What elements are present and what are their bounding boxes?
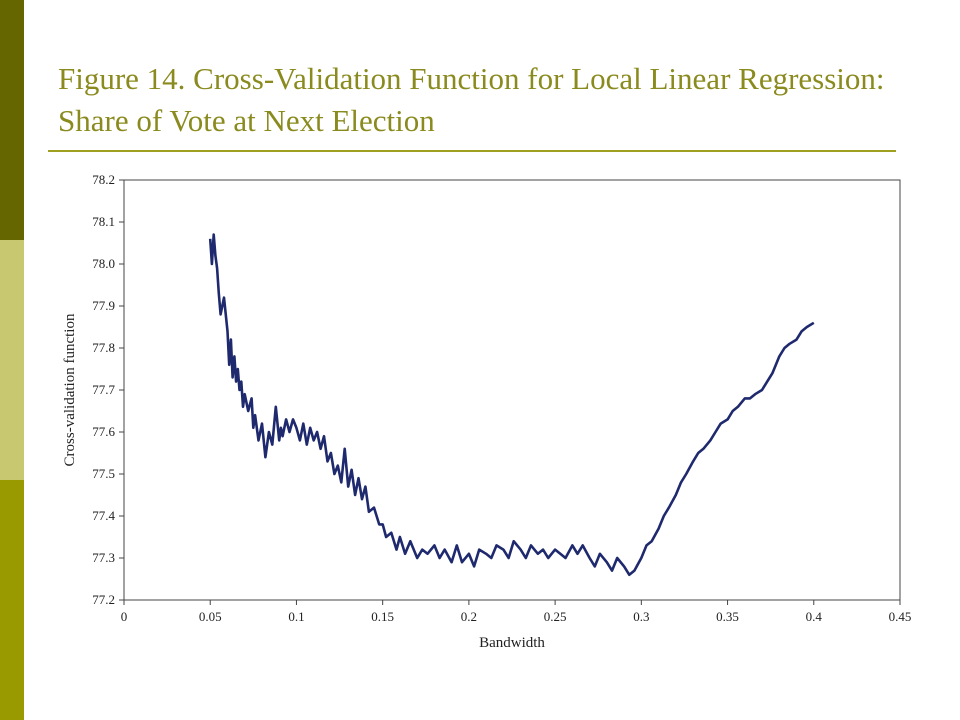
slide-title: Figure 14. Cross-Validation Function for… bbox=[58, 61, 885, 138]
x-tick-label: 0.4 bbox=[806, 609, 823, 624]
y-tick-label: 77.8 bbox=[92, 340, 115, 355]
accent-bar-bottom bbox=[0, 480, 24, 720]
x-tick-label: 0.15 bbox=[371, 609, 394, 624]
x-tick-label: 0.3 bbox=[633, 609, 649, 624]
title-divider bbox=[48, 150, 896, 152]
x-tick-label: 0.05 bbox=[199, 609, 222, 624]
x-tick-label: 0.1 bbox=[288, 609, 304, 624]
y-tick-label: 77.2 bbox=[92, 592, 115, 607]
y-tick-label: 77.5 bbox=[92, 466, 115, 481]
accent-bar-top bbox=[0, 0, 24, 240]
series-layer bbox=[208, 233, 815, 577]
x-tick-label: 0.2 bbox=[461, 609, 477, 624]
x-tick-label: 0.25 bbox=[544, 609, 567, 624]
x-axis-label: Bandwidth bbox=[479, 635, 545, 651]
y-tick-label: 78.2 bbox=[92, 172, 115, 187]
series-line bbox=[208, 233, 815, 577]
y-tick-label: 77.9 bbox=[92, 298, 115, 313]
y-tick-label: 77.7 bbox=[92, 382, 115, 397]
y-tick-label: 77.4 bbox=[92, 508, 115, 523]
y-axis-label: Cross-validation function bbox=[62, 313, 78, 466]
x-tick-label: 0 bbox=[121, 609, 128, 624]
x-tick-label: 0.45 bbox=[889, 609, 912, 624]
y-tick-label: 78.1 bbox=[92, 214, 115, 229]
axes bbox=[119, 179, 901, 605]
y-tick-label: 77.6 bbox=[92, 424, 115, 439]
tick-labels: 0 0.05 0.1 0.15 0.2 0.25 0.3 0.35 0.4 0.45 77.2 77.… bbox=[92, 172, 911, 624]
x-tick-label: 0.35 bbox=[716, 609, 739, 624]
y-tick-label: 77.3 bbox=[92, 550, 115, 565]
accent-bar-middle bbox=[0, 240, 24, 480]
y-tick-label: 78.0 bbox=[92, 256, 115, 271]
